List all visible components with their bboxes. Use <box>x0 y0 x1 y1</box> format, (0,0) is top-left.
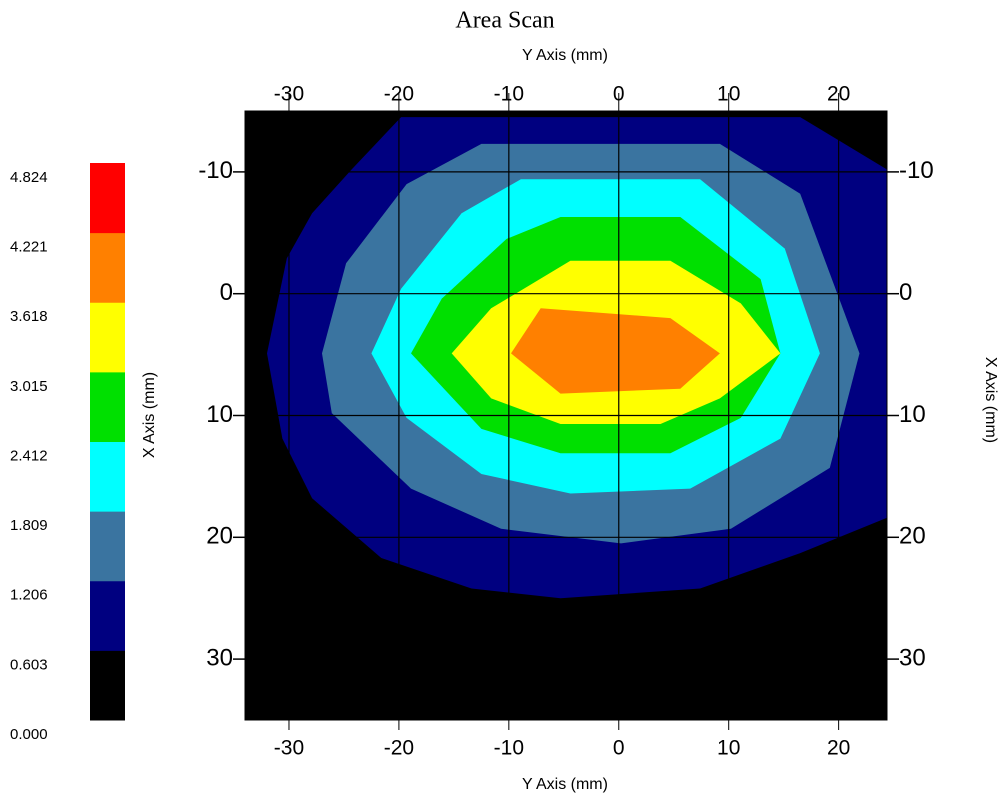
colorbar-label: 1.809 <box>10 517 48 534</box>
colorbar-label: 2.412 <box>10 447 48 464</box>
colorbar-band <box>90 650 125 721</box>
colorbar-band <box>90 232 125 303</box>
axes: -30 -30 -20 -20 -10 -10 0 0 10 10 20 20 -10 -10 0 0 10 10… <box>198 83 933 760</box>
x-tick-label: -20 <box>384 83 414 106</box>
x-tick-label: 10 <box>717 83 740 106</box>
bottom-axis-label: Y Axis (mm) <box>522 776 608 793</box>
contour-band <box>511 308 720 394</box>
right-axis-label: X Axis (mm) <box>982 357 999 443</box>
y-tick-label: -10 <box>899 157 934 184</box>
y-tick-label: 0 <box>220 279 233 306</box>
top-axis-label: Y Axis (mm) <box>522 47 608 64</box>
x-tick-label: -10 <box>494 737 524 760</box>
x-tick-label: 10 <box>717 737 740 760</box>
colorbar-band <box>90 302 125 373</box>
colorbar: 0.000 0.603 1.206 1.809 2.412 3.015 3.618 4.221… <box>10 163 125 743</box>
x-tick-label: 0 <box>613 83 625 106</box>
y-tick-label: 30 <box>899 644 926 671</box>
x-tick-label: 20 <box>827 737 850 760</box>
colorbar-label: 0.000 <box>10 726 48 743</box>
colorbar-label: 4.221 <box>10 239 48 256</box>
x-tick-label: -10 <box>494 83 524 106</box>
x-tick-label: 20 <box>827 83 850 106</box>
chart-title: Area Scan <box>455 8 554 34</box>
x-tick-label: 0 <box>613 737 625 760</box>
plot-area <box>245 111 887 720</box>
x-tick-label: -30 <box>274 83 304 106</box>
colorbar-label: 3.015 <box>10 378 48 395</box>
colorbar-label: 4.824 <box>10 169 48 186</box>
plot-frame <box>244 110 888 721</box>
colorbar-band <box>90 511 125 582</box>
colorbar-band <box>90 580 125 651</box>
colorbar-band <box>90 441 125 512</box>
y-tick-label: 20 <box>899 523 926 550</box>
y-tick-label: 20 <box>206 523 233 550</box>
colorbar-label: 1.206 <box>10 587 48 604</box>
y-tick-label: 10 <box>899 401 926 428</box>
y-tick-label: 30 <box>206 644 233 671</box>
x-tick-label: -20 <box>384 737 414 760</box>
contours <box>267 117 887 599</box>
y-tick-label: 10 <box>206 401 233 428</box>
y-tick-label: 0 <box>899 279 912 306</box>
x-tick-label: -30 <box>274 737 304 760</box>
y-tick-label: -10 <box>198 157 233 184</box>
colorbar-band <box>90 163 125 234</box>
colorbar-label: 3.618 <box>10 308 48 325</box>
left-axis-label: X Axis (mm) <box>141 372 158 458</box>
colorbar-band <box>90 371 125 442</box>
colorbar-label: 0.603 <box>10 656 48 673</box>
